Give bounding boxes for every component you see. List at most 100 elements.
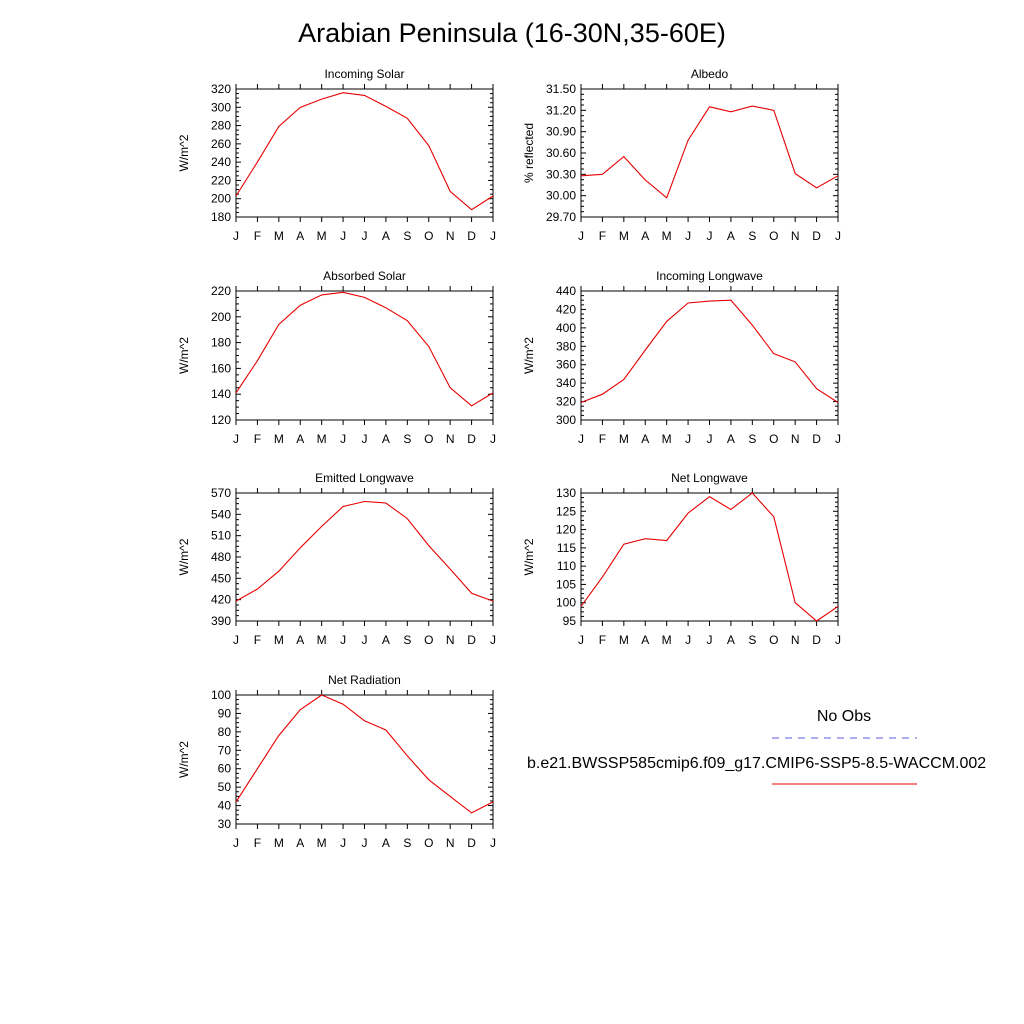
- x-tick-label: J: [490, 432, 496, 446]
- x-tick-label: M: [274, 836, 284, 850]
- series-line: [235, 694, 494, 814]
- x-tick-label: A: [382, 432, 390, 446]
- y-tick-label: 180: [211, 336, 231, 350]
- x-tick-label: O: [424, 836, 433, 850]
- y-tick-label: 30.90: [546, 125, 576, 139]
- y-tick-label: 50: [218, 780, 232, 794]
- x-tick-label: A: [727, 633, 735, 647]
- series-line: [580, 492, 839, 622]
- panel-6: Net Longwave W/m^2 95 100 105 110 115 120 125 130…: [522, 471, 841, 647]
- x-tick-label: A: [641, 432, 649, 446]
- x-tick-label: J: [362, 633, 368, 647]
- y-tick-label: 105: [556, 577, 576, 591]
- y-tick-label: 420: [556, 302, 576, 316]
- x-tick-label: S: [403, 836, 411, 850]
- x-tick-label: F: [599, 432, 606, 446]
- y-tick-label: 100: [211, 688, 231, 702]
- y-tick-label: 320: [556, 395, 576, 409]
- x-tick-label: J: [707, 633, 713, 647]
- x-tick-label: M: [662, 432, 672, 446]
- y-tick-label: 60: [218, 762, 232, 776]
- x-tick-label: J: [685, 229, 691, 243]
- panels-group: Incoming Solar W/m^2 180 200 220 240 260 280 300…: [177, 67, 841, 850]
- y-tick-label: 450: [211, 571, 231, 585]
- panel-title: Net Longwave: [671, 471, 748, 485]
- x-tick-label: S: [403, 633, 411, 647]
- page-title: Arabian Peninsula (16-30N,35-60E): [298, 18, 726, 48]
- panel-2: Albedo % reflected 29.70 30.00 30.30 30.60 30.…: [522, 67, 841, 243]
- y-axis-label: % reflected: [522, 123, 536, 183]
- y-axis-label: W/m^2: [177, 538, 191, 575]
- x-tick-label: J: [362, 836, 368, 850]
- x-tick-label: A: [641, 633, 649, 647]
- series-line: [235, 291, 494, 407]
- panel-title: Incoming Solar: [324, 67, 404, 81]
- x-tick-label: A: [382, 633, 390, 647]
- y-tick-label: 510: [211, 529, 231, 543]
- x-tick-label: J: [578, 633, 584, 647]
- x-tick-label: M: [274, 633, 284, 647]
- x-tick-label: M: [662, 633, 672, 647]
- x-tick-label: A: [382, 229, 390, 243]
- y-tick-label: 340: [556, 376, 576, 390]
- x-tick-label: M: [317, 633, 327, 647]
- y-tick-label: 320: [211, 82, 231, 96]
- x-tick-label: A: [296, 633, 304, 647]
- x-tick-label: J: [835, 633, 841, 647]
- plot-frame: [580, 88, 839, 218]
- panel-title: Incoming Longwave: [656, 269, 763, 283]
- y-tick-label: 31.20: [546, 103, 576, 117]
- plot-frame: [235, 290, 494, 421]
- x-tick-label: J: [490, 229, 496, 243]
- x-tick-label: J: [707, 432, 713, 446]
- y-axis-label: W/m^2: [177, 134, 191, 171]
- x-tick-label: J: [685, 432, 691, 446]
- x-tick-label: J: [233, 633, 239, 647]
- series-line: [580, 105, 839, 199]
- x-tick-label: A: [382, 836, 390, 850]
- y-tick-label: 95: [563, 614, 577, 628]
- y-tick-label: 300: [211, 100, 231, 114]
- x-tick-label: O: [769, 432, 778, 446]
- y-tick-label: 480: [211, 550, 231, 564]
- panel-title: Absorbed Solar: [323, 269, 406, 283]
- x-tick-label: J: [340, 836, 346, 850]
- y-tick-label: 540: [211, 507, 231, 521]
- x-tick-label: D: [812, 432, 821, 446]
- x-tick-label: S: [403, 229, 411, 243]
- x-tick-label: J: [490, 836, 496, 850]
- y-tick-label: 420: [211, 593, 231, 607]
- x-tick-label: A: [727, 229, 735, 243]
- y-axis-label: W/m^2: [177, 337, 191, 374]
- legend: No Obs b.e21.BWSSP585cmip6.f09_g17.CMIP6…: [527, 708, 986, 785]
- x-tick-label: O: [769, 229, 778, 243]
- x-tick-label: J: [578, 229, 584, 243]
- y-tick-label: 90: [218, 706, 232, 720]
- panel-title: Emitted Longwave: [315, 471, 414, 485]
- y-tick-label: 29.70: [546, 210, 576, 224]
- legend-model-label: b.e21.BWSSP585cmip6.f09_g17.CMIP6-SSP5-8…: [527, 755, 986, 772]
- series-line: [580, 299, 839, 404]
- y-axis-label: W/m^2: [522, 538, 536, 575]
- plot-frame: [235, 88, 494, 218]
- x-tick-label: A: [296, 229, 304, 243]
- x-tick-label: M: [317, 836, 327, 850]
- x-tick-label: N: [791, 432, 800, 446]
- x-tick-label: O: [424, 633, 433, 647]
- x-tick-label: J: [685, 633, 691, 647]
- x-tick-label: J: [835, 432, 841, 446]
- x-tick-label: J: [233, 432, 239, 446]
- plot-frame: [580, 290, 839, 421]
- y-tick-label: 31.50: [546, 82, 576, 96]
- y-axis-label: W/m^2: [177, 741, 191, 778]
- y-tick-label: 80: [218, 725, 232, 739]
- y-tick-label: 570: [211, 486, 231, 500]
- x-tick-label: F: [254, 633, 261, 647]
- y-tick-label: 180: [211, 210, 231, 224]
- y-tick-label: 220: [211, 173, 231, 187]
- x-tick-label: J: [340, 633, 346, 647]
- panel-title: Albedo: [691, 67, 729, 81]
- x-tick-label: F: [599, 229, 606, 243]
- y-tick-label: 30: [218, 817, 232, 831]
